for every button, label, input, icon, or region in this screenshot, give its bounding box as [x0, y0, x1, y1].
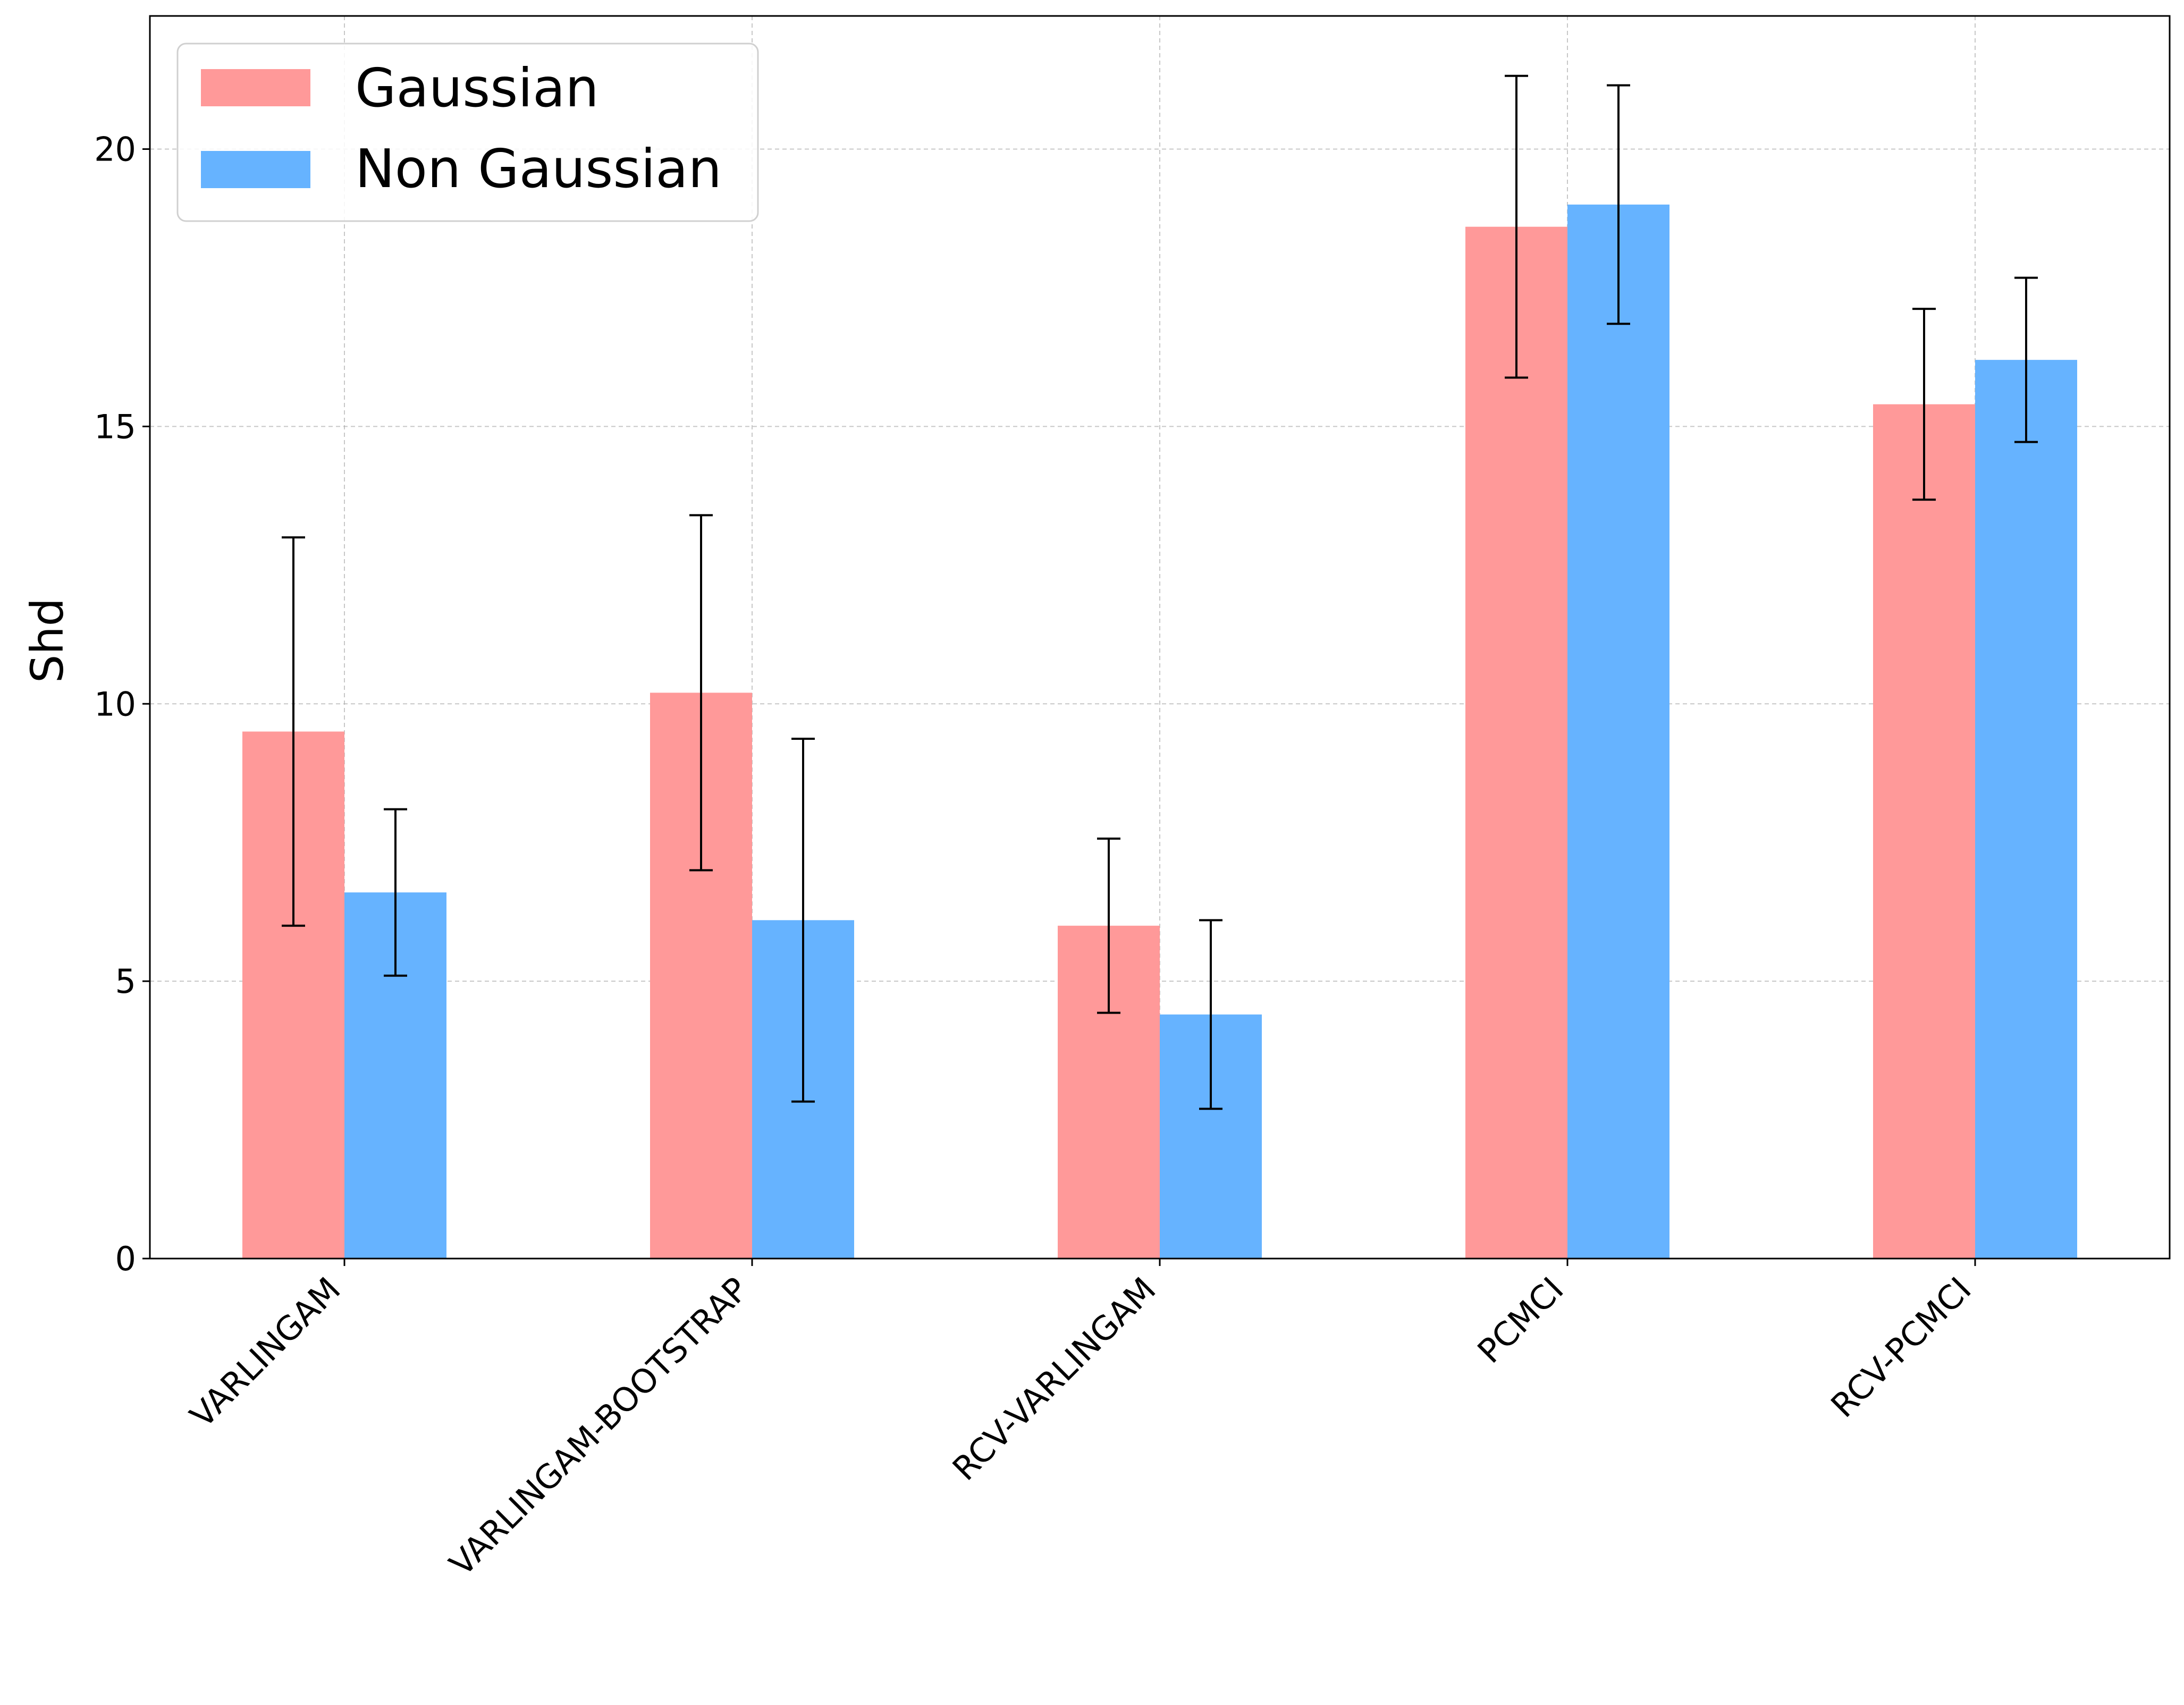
legend-label-gaussian: Gaussian	[355, 57, 599, 119]
y-tick-label: 10	[94, 685, 136, 723]
bar-non-gaussian	[1567, 204, 1669, 1259]
y-axis-ticks: 0 5 10 15 20	[94, 130, 150, 1278]
legend: Gaussian Non Gaussian	[176, 43, 759, 222]
legend-label-non-gaussian: Non Gaussian	[355, 138, 722, 200]
legend-box	[176, 43, 759, 222]
bar-gaussian	[1465, 226, 1567, 1259]
y-tick-label: 15	[94, 407, 136, 446]
legend-swatch-gaussian	[201, 69, 310, 106]
y-axis-label: Shd	[21, 598, 73, 683]
y-tick-label: 20	[94, 130, 136, 169]
bar-non-gaussian	[1975, 360, 2077, 1259]
error-bars	[282, 74, 2038, 1110]
y-tick-label: 0	[115, 1239, 136, 1278]
bar-gaussian	[1873, 404, 1975, 1259]
legend-swatch-non-gaussian	[201, 151, 310, 188]
y-tick-label: 5	[115, 962, 136, 1001]
